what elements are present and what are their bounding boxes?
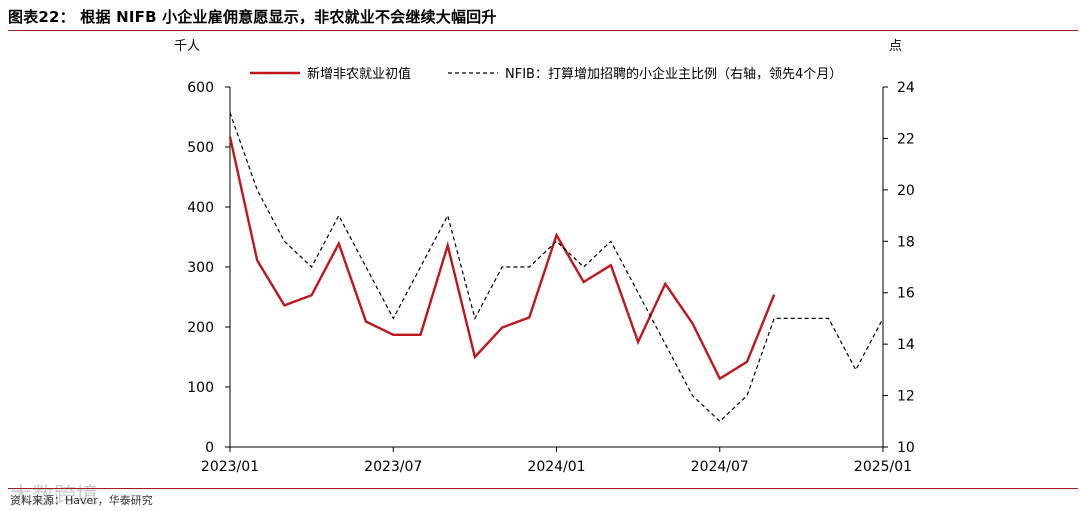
left-tick-label: 500: [187, 140, 214, 156]
left-tick-label: 200: [187, 320, 214, 336]
right-tick-label: 14: [897, 337, 915, 353]
right-tick-label: 10: [897, 440, 915, 456]
left-axis-unit-label: 千人: [174, 39, 200, 54]
series-line-2: [229, 112, 884, 423]
left-tick-label: 100: [187, 380, 214, 396]
right-axis-unit-label: 点: [889, 39, 902, 54]
legend-label-series-1: 新增非农就业初值: [307, 66, 411, 82]
left-tick-label: 300: [187, 260, 214, 276]
right-tick-label: 18: [897, 234, 915, 250]
x-tick-label: 2023/01: [201, 459, 259, 475]
left-tick-label: 600: [187, 80, 214, 96]
x-tick-label: 2024/07: [691, 459, 749, 475]
series-line-1: [228, 136, 776, 381]
x-tick-label: 2023/07: [364, 459, 422, 475]
line-chart: 千人 点 0 100 200 300 400 500 600 10 12 14 16 18 20 22 24 20…: [174, 39, 915, 475]
left-tick-label: 0: [205, 440, 214, 456]
source-note: 资料来源：Haver，华泰研究: [10, 494, 153, 507]
legend-label-series-2: NFIB：打算增加招聘的小企业主比例（右轴，领先4个月）: [505, 66, 842, 82]
right-tick-label: 24: [897, 80, 915, 96]
left-tick-label: 400: [187, 200, 214, 216]
right-tick-label: 16: [897, 286, 915, 302]
footer-divider: [8, 488, 1078, 489]
right-tick-label: 22: [897, 131, 915, 147]
chart-title: 图表22： 根据 NIFB 小企业雇佣意愿显示，非农就业不会继续大幅回升: [8, 8, 497, 26]
right-tick-label: 12: [897, 389, 915, 405]
x-tick-label: 2024/01: [527, 459, 585, 475]
x-tick-label: 2025/01: [854, 459, 912, 475]
title-divider: [8, 30, 1078, 31]
right-tick-label: 20: [897, 183, 915, 199]
